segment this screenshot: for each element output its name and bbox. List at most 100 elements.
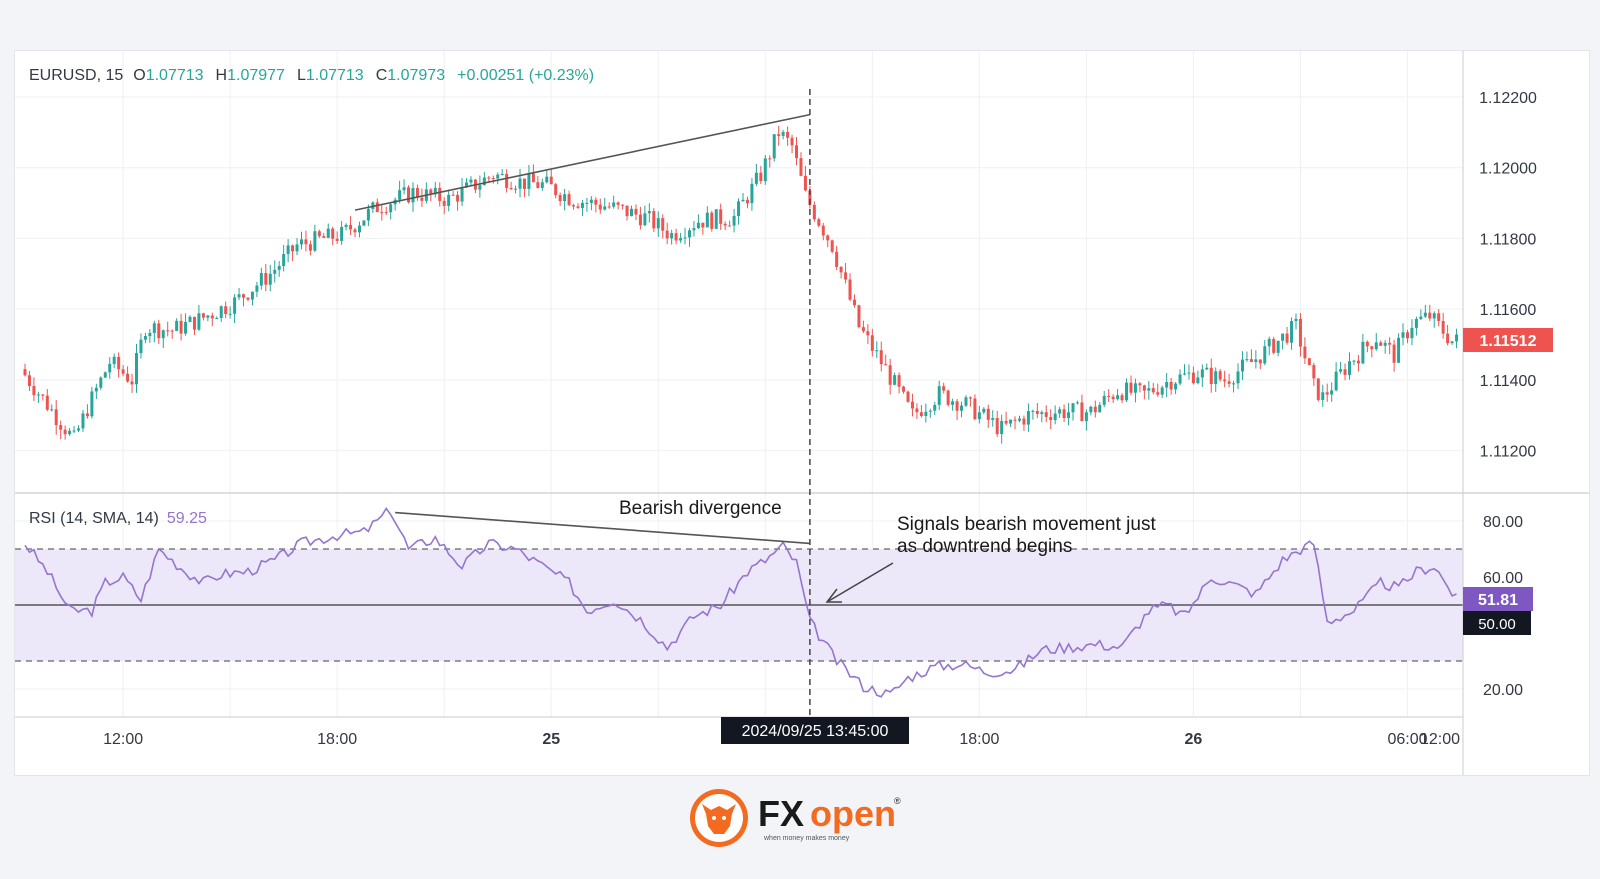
price-tick-label: 1.12200 — [1479, 90, 1537, 107]
candle-body — [1049, 416, 1053, 421]
candle-body — [598, 204, 602, 210]
candle-body — [1432, 313, 1436, 319]
candle-body — [848, 279, 852, 300]
chart-panel[interactable]: 1.12200 1.12000 1.11800 1.11600 1.11400 1.112… — [14, 50, 1590, 776]
candle-body — [803, 175, 807, 191]
candle-body — [295, 244, 299, 252]
candle-body — [786, 131, 790, 138]
candle-body — [817, 219, 821, 226]
candle-body — [759, 172, 763, 182]
time-tick-label: 12:00 — [103, 731, 143, 748]
candle-body — [1223, 379, 1227, 382]
candle-body — [589, 199, 593, 203]
time-tick-label: 26 — [1185, 731, 1203, 748]
candle-body — [112, 356, 116, 364]
rsi-value: 59.25 — [167, 510, 207, 527]
candle-body — [411, 188, 415, 203]
rsi-axis[interactable]: 80.00 60.00 20.00 — [1483, 514, 1523, 699]
candle-body — [415, 188, 419, 198]
candle-body — [1107, 395, 1111, 397]
candle-body — [482, 177, 486, 186]
candle-body — [228, 313, 232, 315]
rsi-tick-label: 60.00 — [1483, 570, 1523, 587]
candle-body — [705, 212, 709, 228]
candle-body — [1383, 342, 1387, 346]
candle-body — [857, 305, 861, 328]
candle-body — [567, 194, 571, 206]
candle-body — [1151, 388, 1155, 393]
candle-body — [728, 225, 732, 227]
rsi-divergence-line[interactable] — [395, 511, 810, 545]
candle-body — [41, 394, 45, 396]
symbol-label: EURUSD, 15 — [29, 67, 123, 84]
candle-body — [250, 291, 254, 300]
candle-body — [679, 238, 683, 241]
candle-body — [1316, 378, 1320, 400]
candle-body — [665, 230, 669, 239]
price-axis[interactable]: 1.12200 1.12000 1.11800 1.11600 1.11400 1.112… — [1479, 90, 1537, 461]
candles — [23, 125, 1459, 444]
candle-body — [710, 212, 714, 229]
candle-body — [563, 194, 567, 202]
candle-body — [1401, 332, 1405, 338]
candle-body — [77, 428, 81, 431]
candle-body — [1232, 383, 1236, 385]
candle-body — [1120, 395, 1124, 401]
signal-note-line2: as downtrend begins — [897, 536, 1072, 557]
candle-body — [233, 297, 237, 314]
candle-body — [964, 397, 968, 406]
candle-body — [616, 202, 620, 205]
candle-body — [621, 204, 625, 206]
candle-body — [1428, 312, 1432, 319]
candle-body — [1245, 359, 1249, 361]
candle-body — [179, 320, 183, 334]
candle-body — [166, 330, 170, 332]
candle-body — [362, 220, 366, 226]
candle-body — [1379, 342, 1383, 346]
candle-body — [1218, 371, 1222, 380]
candle-body — [768, 158, 772, 160]
candle-body — [821, 225, 825, 236]
candle-body — [286, 245, 290, 255]
candle-body — [1437, 313, 1441, 321]
candle-body — [491, 177, 495, 179]
candle-body — [108, 363, 112, 373]
candle-body — [1312, 365, 1316, 379]
candle-body — [1183, 373, 1187, 375]
candle-body — [737, 201, 741, 216]
brand-fx: FX — [758, 793, 804, 834]
candle-body — [268, 273, 272, 285]
candle-body — [531, 173, 535, 183]
candle-body — [1392, 344, 1396, 363]
candle-body — [906, 391, 910, 402]
candle-body — [1147, 388, 1151, 391]
price-trendline[interactable] — [354, 113, 811, 211]
candle-body — [50, 409, 54, 411]
candle-body — [696, 222, 700, 229]
candle-body — [536, 182, 540, 188]
candle-body — [1258, 359, 1262, 364]
candle-body — [331, 228, 335, 239]
candle-body — [255, 285, 259, 292]
chart-canvas[interactable]: 1.12200 1.12000 1.11800 1.11600 1.11400 1.112… — [15, 51, 1589, 775]
candle-body — [638, 214, 642, 226]
candle-body — [505, 173, 509, 189]
candle-body — [99, 377, 103, 388]
candle-body — [143, 336, 147, 340]
candle-body — [1450, 341, 1454, 344]
last-price-tag: 1.11512 — [1463, 328, 1553, 352]
candle-body — [85, 413, 89, 417]
candle-body — [299, 239, 303, 245]
candle-body — [175, 320, 179, 331]
candle-body — [781, 131, 785, 136]
price-tick-label: 1.11800 — [1480, 231, 1537, 248]
candle-body — [942, 386, 946, 391]
candle-body — [259, 272, 263, 286]
candle-body — [1178, 374, 1182, 384]
candle-body — [674, 233, 678, 241]
candle-body — [344, 224, 348, 227]
candle-body — [215, 317, 219, 319]
candle-body — [799, 158, 803, 176]
candle-body — [982, 408, 986, 413]
candle-body — [469, 179, 473, 183]
